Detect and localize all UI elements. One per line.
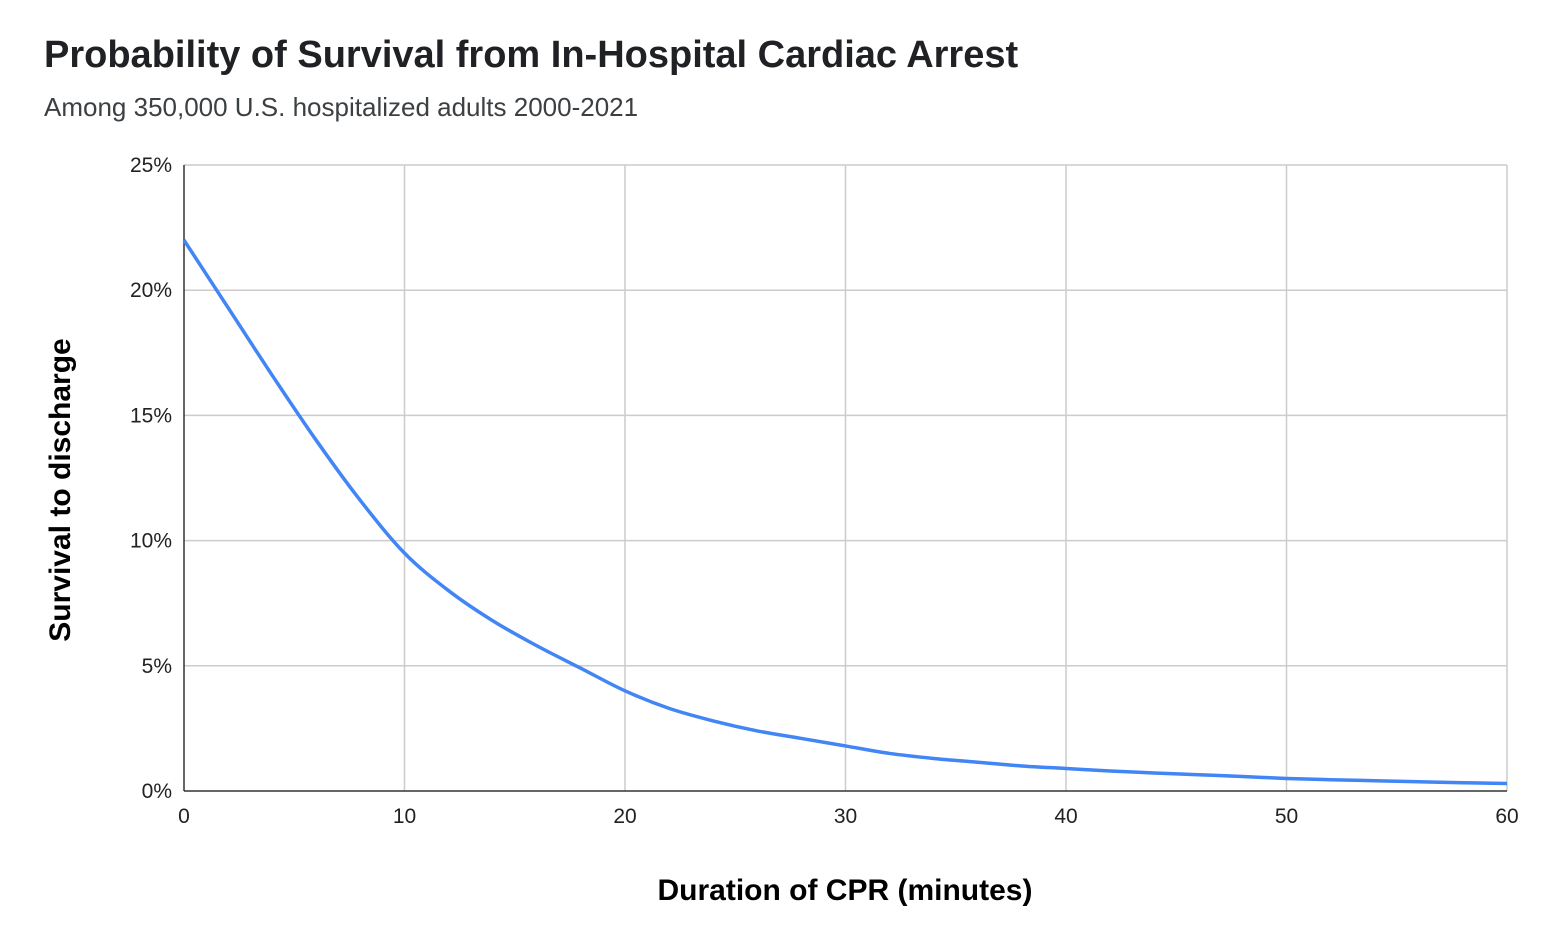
y-tick-label: 15% [130,404,172,427]
y-axis-title: Survival to discharge [44,338,77,641]
series-layer [182,239,1508,786]
chart-title: Probability of Survival from In-Hospital… [44,34,1019,76]
x-tick-label: 50 [1275,805,1298,828]
x-tick-label: 10 [393,805,416,828]
x-tick-label: 60 [1495,805,1518,828]
y-tick-label: 20% [130,279,172,302]
series-line [182,239,1508,786]
grid-lines [184,164,1508,791]
axes [183,165,1507,792]
y-tick-label: 25% [130,154,172,177]
y-tick-label: 0% [142,780,172,803]
x-tick-label: 0 [178,805,190,828]
tick-labels: 0% 5% 10% 15% 20% 25% 0 10 20 30 40 50 60 [130,154,1519,828]
x-axis-title: Duration of CPR (minutes) [658,874,1033,907]
y-tick-label: 5% [142,655,172,678]
x-tick-label: 40 [1054,805,1077,828]
chart-subtitle: Among 350,000 U.S. hospitalized adults 2… [44,92,639,122]
y-tick-label: 10% [130,530,172,553]
x-tick-label: 30 [834,805,857,828]
x-tick-label: 20 [613,805,636,828]
